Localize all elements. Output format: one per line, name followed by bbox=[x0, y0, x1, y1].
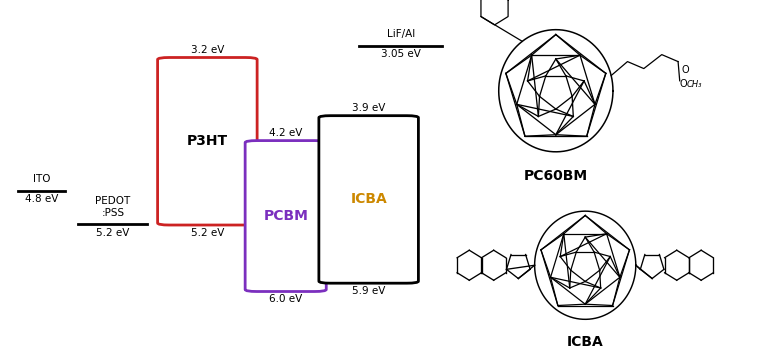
Text: 6.0 eV: 6.0 eV bbox=[269, 294, 303, 304]
Text: 5.2 eV: 5.2 eV bbox=[96, 228, 130, 238]
Text: O: O bbox=[680, 79, 687, 89]
Text: PEDOT
:PSS: PEDOT :PSS bbox=[95, 196, 131, 218]
Text: 5.9 eV: 5.9 eV bbox=[352, 286, 386, 296]
Text: PCBM: PCBM bbox=[263, 209, 308, 223]
Text: P3HT: P3HT bbox=[187, 134, 228, 148]
FancyBboxPatch shape bbox=[245, 141, 326, 291]
Text: 3.9 eV: 3.9 eV bbox=[352, 103, 386, 113]
Text: ICBA: ICBA bbox=[567, 335, 604, 349]
Text: 3.2 eV: 3.2 eV bbox=[190, 45, 224, 55]
FancyBboxPatch shape bbox=[319, 116, 419, 283]
Text: O: O bbox=[682, 65, 690, 75]
Text: 3.05 eV: 3.05 eV bbox=[381, 49, 421, 59]
FancyBboxPatch shape bbox=[157, 58, 257, 225]
Text: 4.2 eV: 4.2 eV bbox=[269, 128, 303, 138]
Text: ICBA: ICBA bbox=[350, 192, 387, 206]
Text: 5.2 eV: 5.2 eV bbox=[190, 228, 224, 238]
Text: LiF/Al: LiF/Al bbox=[387, 29, 415, 39]
Text: PC60BM: PC60BM bbox=[524, 169, 588, 183]
Text: CH₃: CH₃ bbox=[687, 80, 702, 89]
Text: 4.8 eV: 4.8 eV bbox=[25, 194, 58, 205]
Text: ITO: ITO bbox=[33, 174, 50, 185]
